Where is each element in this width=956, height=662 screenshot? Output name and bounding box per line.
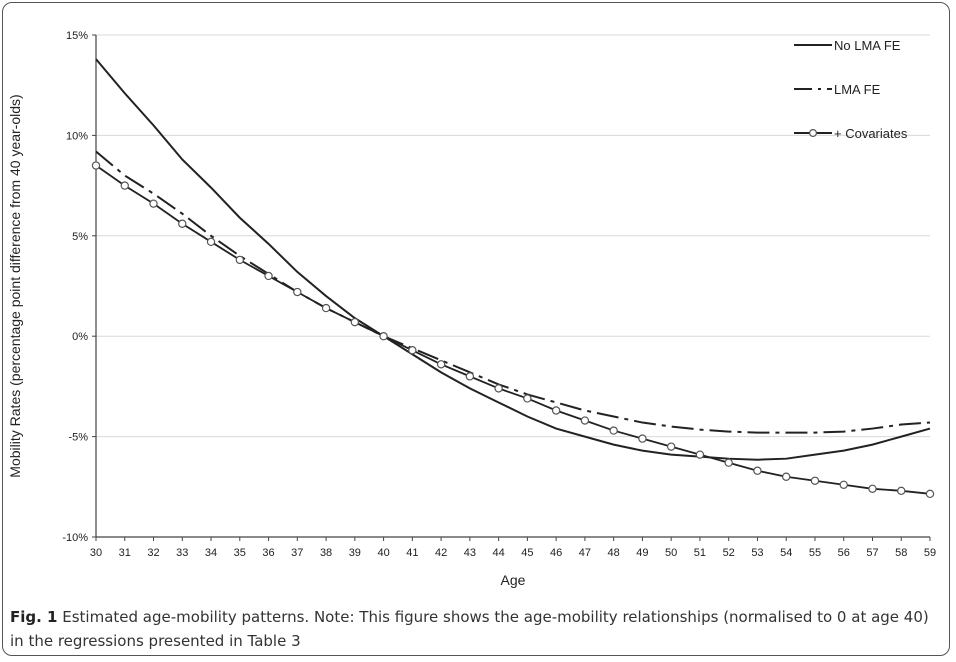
y-tick-label: -10% xyxy=(62,532,88,544)
data-point xyxy=(494,384,503,393)
x-tick-label: 44 xyxy=(492,547,504,559)
x-tick-label: 47 xyxy=(579,547,591,559)
y-tick-label: 15% xyxy=(66,30,88,42)
data-point xyxy=(293,287,302,297)
data-point xyxy=(782,472,791,481)
data-point xyxy=(638,434,647,443)
data-point xyxy=(235,255,244,265)
legend-marker xyxy=(808,129,817,138)
series-line-2 xyxy=(95,164,931,495)
x-tick-label: 53 xyxy=(751,547,763,559)
data-point xyxy=(350,317,360,327)
grid-lines xyxy=(96,34,930,438)
data-point xyxy=(609,426,618,435)
x-tick-label: 48 xyxy=(608,547,620,559)
y-tick-label: -5% xyxy=(68,432,88,444)
x-tick-label: 55 xyxy=(809,547,821,559)
x-tick-label: 59 xyxy=(924,547,936,559)
data-point xyxy=(149,199,158,208)
data-point xyxy=(264,271,273,281)
y-tick-label: 10% xyxy=(66,130,88,142)
data-point xyxy=(925,489,935,499)
data-point xyxy=(408,346,417,355)
data-point xyxy=(897,486,906,496)
x-tick-label: 43 xyxy=(464,547,476,559)
data-point xyxy=(91,161,101,170)
x-tick-label: 41 xyxy=(406,547,418,559)
x-tick-label: 40 xyxy=(377,547,389,559)
x-tick-label: 35 xyxy=(234,547,246,559)
y-tick-label: 5% xyxy=(72,231,88,243)
data-point xyxy=(523,394,532,403)
data-point xyxy=(810,476,820,485)
x-tick-label: 52 xyxy=(723,547,735,559)
x-axis-title: Age xyxy=(501,572,526,588)
data-point xyxy=(753,466,762,475)
data-point xyxy=(839,480,848,489)
x-tick-label: 51 xyxy=(694,547,706,559)
x-tick-label: 56 xyxy=(838,547,850,559)
caption-text: Estimated age-mobility patterns. Note: T… xyxy=(10,608,929,650)
data-point xyxy=(695,450,705,459)
x-tick-label: 38 xyxy=(320,547,332,559)
figure-frame xyxy=(2,2,950,656)
series-line-1 xyxy=(95,150,931,434)
figure-caption: Fig. 1 Estimated age-mobility patterns. … xyxy=(10,605,940,653)
x-tick-label: 37 xyxy=(291,547,303,559)
x-tick-label: 45 xyxy=(521,547,533,559)
x-tick-label: 39 xyxy=(349,547,361,559)
data-point xyxy=(465,372,475,381)
x-tick-label: 31 xyxy=(119,547,131,559)
legend: No LMA FE LMA FE + Covariates xyxy=(794,38,908,141)
data-point xyxy=(178,219,187,228)
series-markers xyxy=(91,161,935,499)
x-tick-label: 50 xyxy=(665,547,677,559)
x-tick-label: 46 xyxy=(550,547,562,559)
x-tick-label: 30 xyxy=(90,547,102,559)
data-point xyxy=(868,484,877,494)
series-line-0 xyxy=(95,58,931,461)
legend-label-2: + Covariates xyxy=(834,126,908,141)
data-point xyxy=(551,406,561,415)
data-point xyxy=(206,237,216,247)
data-point xyxy=(724,458,733,467)
data-point xyxy=(379,332,388,341)
x-tick-label: 49 xyxy=(636,547,648,559)
legend-label-0: No LMA FE xyxy=(834,38,901,53)
x-tick-label: 36 xyxy=(262,547,274,559)
x-tick-label: 42 xyxy=(435,547,447,559)
x-tick-label: 58 xyxy=(895,547,907,559)
y-tick-label: 0% xyxy=(72,331,88,343)
figure-label: Fig. 1 xyxy=(10,608,58,626)
axes: -10% -5% 0% 5% 10% 15% 30 31 32 33 34 35 36 37 38 39 40 4… xyxy=(62,30,936,559)
y-axis-title: Mobility Rates (percentage point differe… xyxy=(7,94,23,477)
x-tick-label: 54 xyxy=(780,547,792,559)
data-point xyxy=(120,181,129,190)
chart-svg: -10% -5% 0% 5% 10% 15% 30 31 32 33 34 35 36 37 38 39 40 4… xyxy=(7,30,936,588)
data-point xyxy=(666,442,676,451)
x-tick-label: 57 xyxy=(866,547,878,559)
legend-label-1: LMA FE xyxy=(834,82,881,97)
data-point xyxy=(321,303,331,313)
data-point xyxy=(580,416,590,425)
x-tick-label: 32 xyxy=(147,547,159,559)
series-lines xyxy=(95,58,931,495)
data-point xyxy=(436,360,446,369)
x-tick-label: 33 xyxy=(176,547,188,559)
x-tick-label: 34 xyxy=(205,547,217,559)
